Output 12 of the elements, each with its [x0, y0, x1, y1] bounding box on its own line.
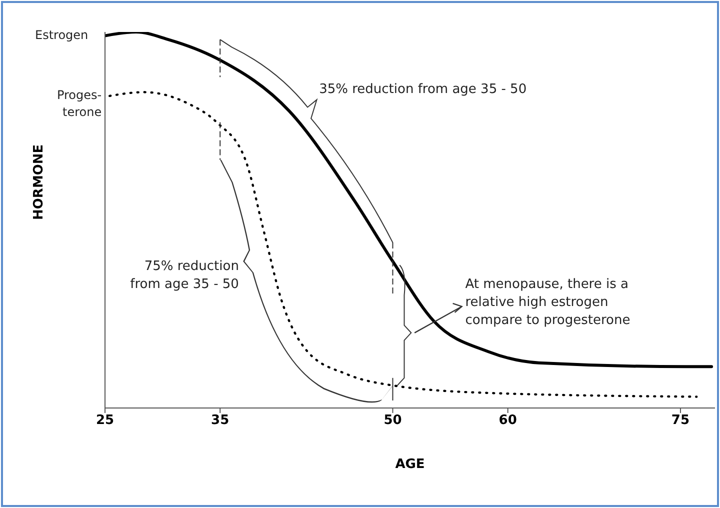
x-tick-label: 75 — [671, 413, 690, 428]
x-tick-label: 60 — [498, 413, 517, 428]
x-axis-title: AGE — [395, 457, 425, 472]
annotation: At menopause, there is a relative high estrogen compare to progesterone — [465, 276, 632, 330]
x-tick-label: 50 — [384, 413, 402, 428]
x-tick-label: 25 — [96, 413, 114, 428]
x-tick-label: 35 — [211, 413, 230, 428]
series-label: Proges-terone — [56, 86, 102, 121]
y-axis-title: HORMONE — [32, 144, 47, 220]
annotation: 35% reduction from age 35 - 50 — [319, 80, 528, 99]
series-label: Estrogen — [35, 26, 90, 44]
annotation: 75% reduction from age 35 - 50 — [129, 258, 239, 294]
